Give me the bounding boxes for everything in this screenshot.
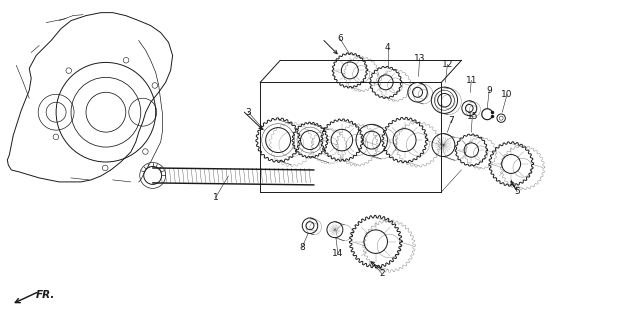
Text: 4: 4 xyxy=(385,43,391,52)
Text: 10: 10 xyxy=(501,90,513,99)
Text: 14: 14 xyxy=(332,249,343,258)
Text: FR.: FR. xyxy=(36,291,55,300)
Text: 2: 2 xyxy=(379,269,384,278)
Text: 11: 11 xyxy=(465,76,477,85)
Text: 6: 6 xyxy=(337,34,343,43)
Text: 1: 1 xyxy=(213,193,218,202)
Text: 5: 5 xyxy=(514,188,520,196)
Text: 7: 7 xyxy=(448,116,454,125)
Text: 13: 13 xyxy=(414,54,425,63)
Text: 15: 15 xyxy=(466,112,478,121)
Text: 3: 3 xyxy=(246,108,251,117)
Text: 8: 8 xyxy=(299,243,305,252)
Text: 9: 9 xyxy=(486,86,492,95)
Text: 12: 12 xyxy=(442,60,453,69)
